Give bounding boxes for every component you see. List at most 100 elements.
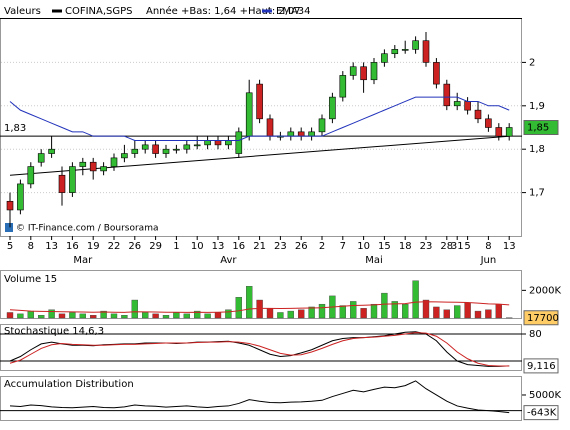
candle-body [89,161,97,172]
volume-bar [245,286,253,319]
candle-body [453,101,461,107]
candle-body [401,49,409,51]
candle-body [443,83,451,107]
candle-body [204,140,211,146]
candle-body [349,66,357,76]
volume-bar [235,297,243,319]
y-tick-label: 5000K [529,390,561,401]
volume-bar [131,299,139,319]
volume-bar [412,280,419,319]
y-tick-label: 1,7 [529,188,545,199]
volume-bar [277,312,284,319]
candle-body [193,144,201,147]
x-tick-label: 26 [128,241,141,252]
x-tick-label: 13 [45,241,58,252]
y-tick-label: 80 [529,329,542,340]
month-label: Mar [73,255,93,266]
last-value-box [523,310,559,326]
last-value-label: 1,85 [527,123,549,134]
candle-body [152,144,159,154]
x-tick-label: 23 [274,241,287,252]
candle-body [433,62,440,85]
legend-title: Valeurs [4,6,41,17]
x-tick-label: 13 [503,241,516,252]
volume-bar [27,310,34,319]
month-label: Avr [220,255,237,266]
volume-bar [454,305,461,319]
panel-title: Stochastique 14,6,3 [4,326,104,337]
ema-line [9,96,510,142]
volume-bar [422,299,430,319]
x-tick-label: 1 [173,241,179,252]
candle-body [27,166,35,185]
volume-bar [464,302,471,319]
candle-body [48,148,55,154]
volume-bar [443,309,450,319]
volume-bar [433,306,440,319]
candle-body [121,153,128,159]
ad-panel-frame [0,376,522,421]
volume-bar [162,315,170,319]
volume-bar [308,306,315,319]
volume-bar [204,313,211,319]
volume-bar [402,303,409,319]
y-tick-label: 1,9 [529,101,545,112]
candle-body [162,148,170,154]
candle-body [17,183,24,211]
volume-bar [193,310,201,319]
candle-body [464,101,471,111]
month-label: Mai [365,255,383,266]
candle-body [266,118,274,137]
indicator-line [9,332,510,367]
candle-body [110,157,118,167]
x-tick-label: 21 [253,241,266,252]
subtitle: Année +Bas: 1,64 +Haut: 2,07 [146,5,301,17]
volume-bar [79,313,87,319]
x-tick-label: 8 [485,241,491,252]
panel-title: Volume 15 [4,274,57,285]
last-value-label: 17700 [527,313,559,324]
x-tick-label: 5 [464,241,470,252]
candle-body [370,62,378,81]
candle-body [173,148,180,151]
x-tick-label: 26 [295,241,308,252]
volume-bar [58,313,66,319]
x-tick-label: 19 [87,241,100,252]
candle-body [245,92,253,137]
x-tick-label: 16 [232,241,245,252]
volume-bar [69,312,76,319]
x-tick-label: 7 [340,241,346,252]
x-tick-label: 31 [451,241,464,252]
volume-bar [495,303,502,319]
x-tick-label: 8 [28,241,34,252]
volume-bar [318,303,326,319]
reference-label: 1,83 [4,123,26,134]
candle-body [69,166,76,193]
last-value-label: 9,116 [527,361,556,372]
x-tick-label: 16 [66,241,79,252]
last-value-box [523,120,559,135]
volume-bar [339,305,346,319]
footer: © IT-Finance.com / Boursorama [16,224,158,234]
volume-bar [350,301,357,319]
legend-entry: COFINA,SGPS [65,6,133,17]
x-tick-label: 5 [7,241,13,252]
candle-body [339,75,347,98]
volume-bar [173,312,180,319]
volume-bar [141,312,149,319]
candle-body [412,40,419,50]
month-label: Jun [480,255,497,266]
volume-bar [474,310,482,319]
candle-body [100,166,107,172]
candle-body [214,140,222,146]
x-tick-label: 28 [440,241,453,252]
candle-body [6,200,14,211]
volume-bar [183,313,191,319]
volume-bar [266,308,274,319]
x-tick-label: 13 [212,241,225,252]
stochastic-panel-frame [0,324,522,371]
x-tick-label: 10 [191,241,204,252]
indicator-line [9,380,510,414]
candle-body [318,118,326,133]
